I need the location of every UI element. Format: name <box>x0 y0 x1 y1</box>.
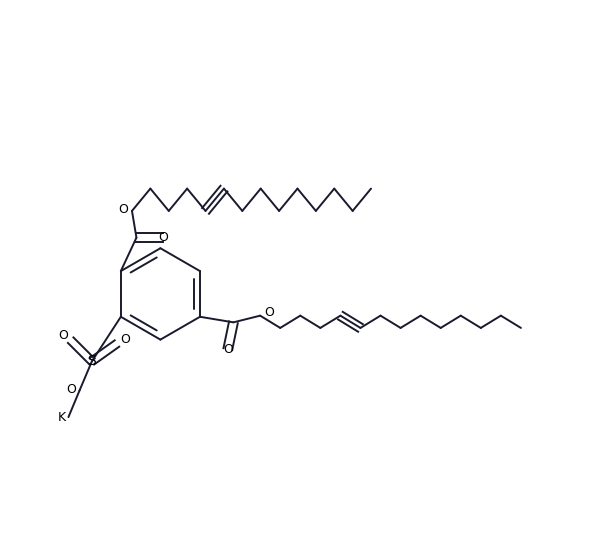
Text: O: O <box>67 382 76 396</box>
Text: K: K <box>57 410 66 423</box>
Text: O: O <box>120 333 129 346</box>
Text: O: O <box>118 203 128 216</box>
Text: O: O <box>159 231 168 244</box>
Text: O: O <box>58 329 68 342</box>
Text: O: O <box>264 306 274 319</box>
Text: O: O <box>223 343 233 356</box>
Text: S: S <box>88 354 96 368</box>
